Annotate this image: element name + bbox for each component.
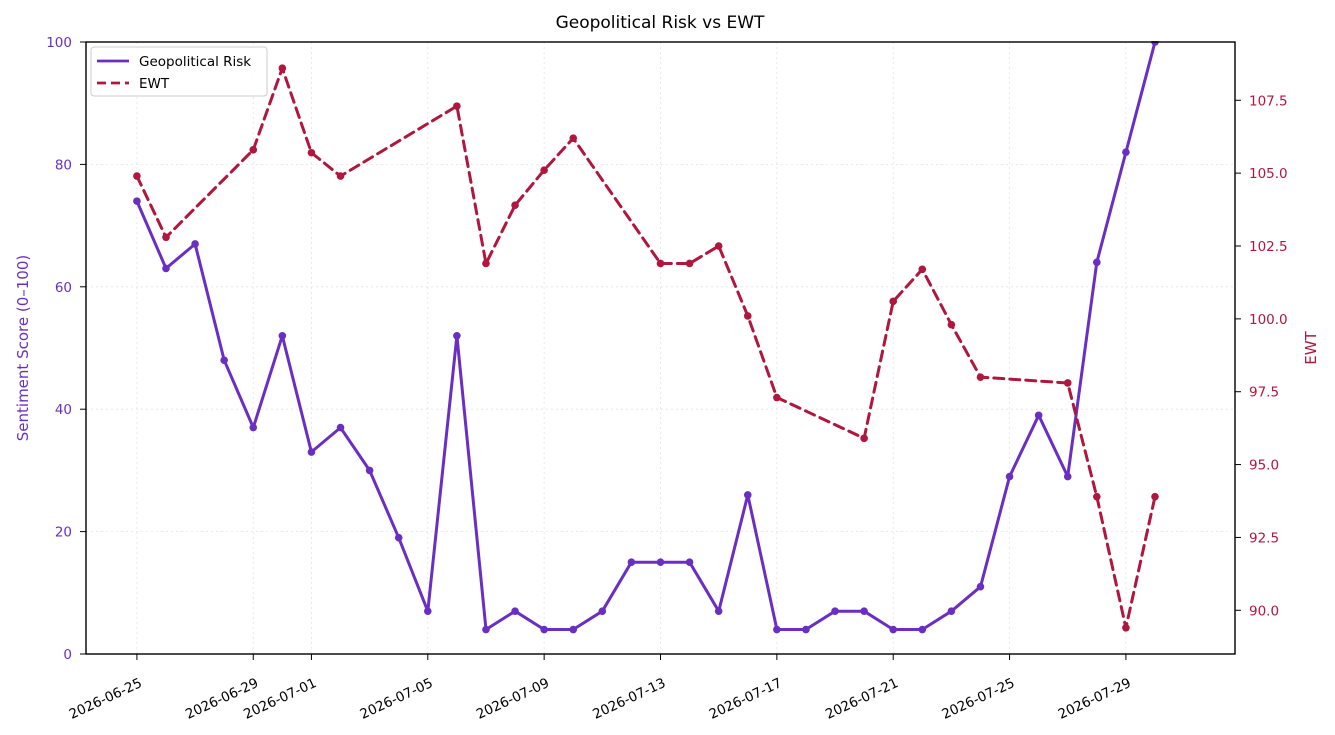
data-point-geopolitical-risk xyxy=(540,625,548,634)
data-point-geopolitical-risk xyxy=(133,197,141,205)
legend-label-geopolitical-risk: Geopolitical Risk xyxy=(139,54,251,70)
data-point-geopolitical-risk xyxy=(860,607,868,615)
data-point-ewt xyxy=(1122,623,1130,632)
data-point-ewt xyxy=(249,146,258,154)
y-right-tick-label: 95.0 xyxy=(1249,458,1279,474)
data-point-geopolitical-risk xyxy=(773,625,781,634)
data-point-geopolitical-risk xyxy=(656,558,665,566)
data-point-geopolitical-risk xyxy=(831,607,839,615)
data-point-geopolitical-risk xyxy=(598,607,607,615)
data-point-geopolitical-risk xyxy=(802,625,810,634)
y-right-tick-label: 102.5 xyxy=(1249,239,1288,255)
data-point-geopolitical-risk xyxy=(249,423,258,432)
legend-label-ewt: EWT xyxy=(139,76,170,92)
chart-title: Geopolitical Risk vs EWT xyxy=(556,13,765,33)
data-point-ewt xyxy=(278,64,287,73)
y-left-tick-label: 20 xyxy=(55,525,72,541)
data-point-geopolitical-risk xyxy=(743,491,752,499)
y-right-tick-label: 90.0 xyxy=(1249,603,1279,619)
data-point-geopolitical-risk xyxy=(511,607,519,615)
data-point-ewt xyxy=(656,259,665,268)
data-point-ewt xyxy=(336,172,345,180)
data-point-ewt xyxy=(714,242,723,250)
data-point-ewt xyxy=(511,201,519,209)
data-point-ewt xyxy=(773,393,781,402)
data-point-geopolitical-risk xyxy=(976,582,985,591)
data-point-ewt xyxy=(133,172,141,180)
data-point-ewt xyxy=(947,320,956,329)
data-point-geopolitical-risk xyxy=(220,356,228,365)
data-point-ewt xyxy=(162,233,170,242)
y-right-tick-label: 105.0 xyxy=(1249,166,1288,182)
data-point-geopolitical-risk xyxy=(453,331,461,340)
legend: Geopolitical Risk EWT xyxy=(90,46,268,97)
data-point-geopolitical-risk xyxy=(365,466,374,475)
y-left-tick-label: 0 xyxy=(63,647,72,663)
y-left-tick-label: 100 xyxy=(46,35,72,51)
data-point-ewt xyxy=(889,297,898,306)
y-left-tick-label: 40 xyxy=(55,402,72,418)
data-point-ewt xyxy=(482,259,490,268)
data-point-geopolitical-risk xyxy=(1063,472,1072,481)
data-point-geopolitical-risk xyxy=(569,625,578,634)
data-point-geopolitical-risk xyxy=(191,240,199,248)
y-axis-right: 90.0 92.5 95.0 97.5 100.0 102.5 105.0 107.5 xyxy=(1235,93,1288,619)
data-point-ewt xyxy=(307,148,316,157)
data-point-geopolitical-risk xyxy=(889,625,898,634)
y-axis-right-label: EWT xyxy=(1302,330,1320,364)
data-point-ewt xyxy=(1093,492,1101,501)
data-point-ewt xyxy=(918,265,927,274)
data-point-geopolitical-risk xyxy=(1093,258,1101,267)
data-point-geopolitical-risk xyxy=(1122,148,1130,156)
series-line-geopolitical-risk xyxy=(135,41,1157,631)
data-point-geopolitical-risk xyxy=(685,558,694,566)
y-left-tick-label: 60 xyxy=(55,280,72,296)
data-point-geopolitical-risk xyxy=(307,448,316,456)
y-right-tick-label: 107.5 xyxy=(1249,93,1288,109)
legend-box xyxy=(90,46,268,97)
y-right-tick-label: 97.5 xyxy=(1249,385,1279,401)
data-point-geopolitical-risk xyxy=(394,533,403,542)
data-point-ewt xyxy=(453,102,461,110)
data-point-ewt xyxy=(976,373,985,381)
data-point-geopolitical-risk xyxy=(336,423,345,432)
data-point-geopolitical-risk xyxy=(714,607,723,615)
data-point-ewt xyxy=(743,312,752,320)
data-point-geopolitical-risk xyxy=(423,607,432,615)
data-point-geopolitical-risk xyxy=(918,625,927,634)
y-left-tick-label: 80 xyxy=(55,157,72,173)
y-right-tick-label: 92.5 xyxy=(1249,530,1279,546)
y-axis-left: 0 20 40 60 80 100 xyxy=(46,35,86,663)
data-point-geopolitical-risk xyxy=(482,625,490,634)
data-point-geopolitical-risk xyxy=(278,331,287,340)
data-point-ewt xyxy=(569,134,578,142)
data-point-geopolitical-risk xyxy=(162,264,170,273)
data-point-ewt xyxy=(1063,379,1072,387)
data-point-ewt xyxy=(860,434,868,443)
y-right-tick-label: 100.0 xyxy=(1249,312,1288,328)
y-axis-left-label: Sentiment Score (0–100) xyxy=(14,255,32,441)
data-point-geopolitical-risk xyxy=(947,607,956,615)
data-point-ewt xyxy=(685,259,694,268)
data-point-geopolitical-risk xyxy=(1034,411,1043,420)
data-point-geopolitical-risk xyxy=(627,558,636,566)
series-layer xyxy=(133,41,1159,634)
data-point-geopolitical-risk xyxy=(1005,472,1014,481)
data-point-ewt xyxy=(1151,492,1159,501)
data-point-ewt xyxy=(540,166,548,175)
